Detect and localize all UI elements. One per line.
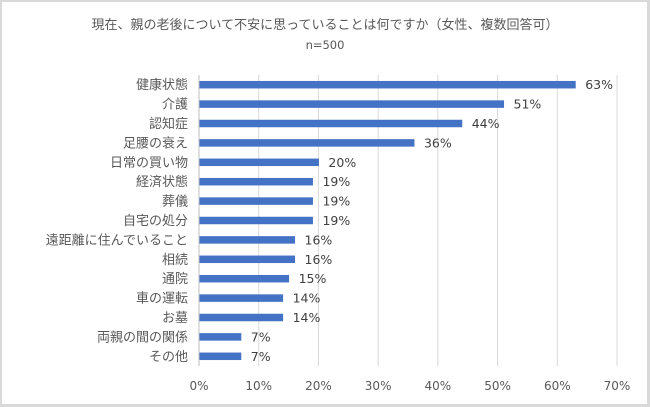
x-tick-label: 0% — [189, 379, 208, 393]
value-label: 63% — [585, 77, 613, 92]
bar — [199, 313, 284, 322]
bar — [199, 352, 242, 361]
bar — [199, 139, 415, 147]
x-tick-label: 50% — [484, 379, 511, 393]
category-label: 相続 — [162, 253, 188, 268]
value-label: 16% — [305, 232, 333, 247]
category-label: 遠距離に住んでいること — [46, 233, 188, 248]
bar — [199, 100, 505, 108]
bar — [199, 158, 319, 167]
bars — [199, 80, 576, 361]
bar — [199, 119, 463, 128]
value-label: 14% — [293, 291, 321, 306]
value-label: 16% — [305, 252, 333, 267]
chart-title: 現在、親の老後について不安に思っていることは何ですか（女性、複数回答可） — [91, 18, 559, 33]
value-label: 15% — [299, 271, 327, 286]
bar — [199, 255, 296, 264]
category-labels: 健康状態介護認知症足腰の衰え日常の買い物経済状態葬儀自宅の処分遠距離に住んでいる… — [46, 77, 188, 365]
bar — [199, 80, 576, 89]
x-tick-label: 30% — [365, 379, 392, 393]
category-label: 足腰の衰え — [123, 135, 188, 151]
category-label: 健康状態 — [136, 77, 188, 93]
category-label: 車の運転 — [136, 292, 188, 307]
x-tick-label: 10% — [245, 379, 272, 393]
bar — [199, 177, 313, 186]
category-label: 葬儀 — [162, 195, 188, 210]
value-label: 19% — [322, 194, 350, 209]
x-tick-label: 70% — [604, 379, 631, 393]
category-label: 自宅の処分 — [123, 214, 188, 229]
category-label: 通院 — [162, 272, 188, 287]
bar — [199, 294, 284, 302]
value-label: 19% — [322, 174, 350, 189]
x-tick-label: 20% — [305, 379, 332, 393]
value-label: 7% — [251, 349, 271, 364]
category-label: お墓 — [162, 311, 188, 326]
chart-subtitle: n=500 — [305, 38, 345, 52]
bar — [199, 216, 313, 225]
bar — [199, 197, 313, 205]
x-tick-label: 40% — [425, 379, 452, 393]
category-label: 経済状態 — [136, 174, 188, 190]
x-tick-labels: 0% 10% 20% 30% 40% 50% 60% 70% — [189, 379, 630, 393]
category-label: 日常の買い物 — [110, 156, 188, 171]
value-labels: 63% 51% 44% 36% 20% 19% 19% 19% 16% 16% 15% 14% 14% 7… — [251, 77, 613, 364]
bar — [199, 333, 242, 341]
bar — [199, 274, 290, 283]
bar — [199, 236, 296, 244]
category-label: 両親の間の関係 — [97, 330, 188, 345]
category-label: 介護 — [162, 97, 188, 113]
value-label: 36% — [424, 135, 452, 150]
value-label: 44% — [472, 116, 500, 131]
value-label: 14% — [293, 310, 321, 325]
value-label: 20% — [328, 155, 356, 170]
x-tick-label: 60% — [544, 379, 571, 393]
category-label: 認知症 — [149, 116, 188, 132]
value-label: 51% — [514, 97, 542, 112]
value-label: 7% — [251, 329, 271, 344]
category-label: その他 — [149, 350, 188, 365]
value-label: 19% — [322, 213, 350, 228]
